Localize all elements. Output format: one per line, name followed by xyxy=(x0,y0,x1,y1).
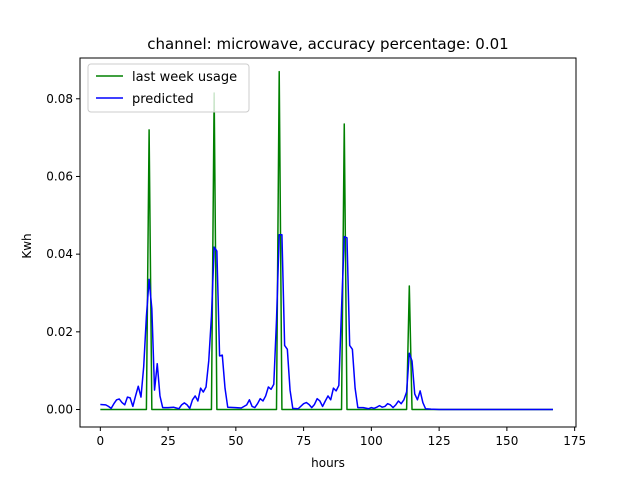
x-tick-label: 50 xyxy=(228,434,243,448)
legend-label-last-week-usage: last week usage xyxy=(132,70,237,85)
y-tick-label: 0.00 xyxy=(46,403,73,417)
x-tick-label: 150 xyxy=(495,434,518,448)
y-axis-label: Kwh xyxy=(20,233,34,258)
y-tick-label: 0.08 xyxy=(46,92,73,106)
series-group xyxy=(100,70,553,411)
legend-box xyxy=(87,63,250,113)
x-tick-label: 125 xyxy=(428,434,451,448)
axes-frame xyxy=(79,57,577,428)
x-tick-label: 75 xyxy=(296,434,311,448)
plot-area: 0 25 50 75 100 125 150 175 0.00 0.02 0.04 0.06 0.08 l… xyxy=(46,57,586,448)
x-tick-label: 175 xyxy=(563,434,586,448)
x-tick-label: 100 xyxy=(360,434,383,448)
chart-title: channel: microwave, accuracy percentage:… xyxy=(147,35,508,53)
y-tick-label: 0.04 xyxy=(46,247,73,261)
y-tick-label: 0.02 xyxy=(46,325,73,339)
x-tick-label: 25 xyxy=(160,434,175,448)
legend: last week usage predicted xyxy=(87,63,250,113)
x-axis-label: hours xyxy=(311,456,345,470)
series-line-predicted xyxy=(100,233,553,411)
legend-label-predicted: predicted xyxy=(132,92,194,107)
y-tick-label: 0.06 xyxy=(46,169,73,183)
x-tick-label: 0 xyxy=(97,434,105,448)
